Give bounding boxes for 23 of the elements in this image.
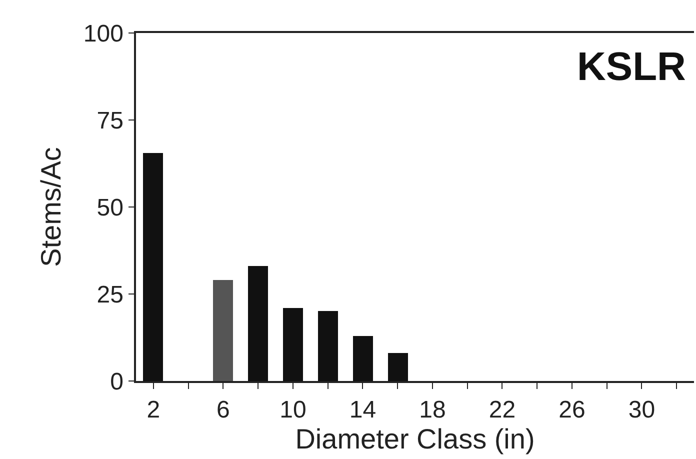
bar (213, 280, 233, 381)
bar (388, 353, 408, 381)
x-tick-label: 22 (488, 396, 516, 424)
bar (248, 266, 268, 381)
x-tick-label: 2 (146, 396, 160, 424)
y-tick-label: 50 (96, 194, 124, 222)
x-tick-label: 10 (280, 396, 306, 424)
y-tick-label: 100 (83, 20, 124, 48)
y-axis-title: Stems/Ac (36, 147, 67, 267)
x-axis-title: Diameter Class (in) (295, 424, 535, 455)
x-tick-label: 6 (216, 396, 230, 424)
x-tick-label: 14 (349, 396, 376, 424)
bar (353, 336, 373, 381)
bar (318, 311, 338, 381)
x-tick-label: 30 (628, 396, 656, 424)
bar (283, 308, 303, 381)
annotation: KSLR (577, 45, 686, 89)
x-tick-label: 26 (558, 396, 586, 424)
bar (143, 153, 163, 381)
x-tick-label: 18 (419, 396, 446, 424)
y-tick-label: 0 (110, 368, 124, 396)
y-tick-label: 75 (96, 107, 124, 134)
y-tick-label: 25 (96, 281, 124, 308)
